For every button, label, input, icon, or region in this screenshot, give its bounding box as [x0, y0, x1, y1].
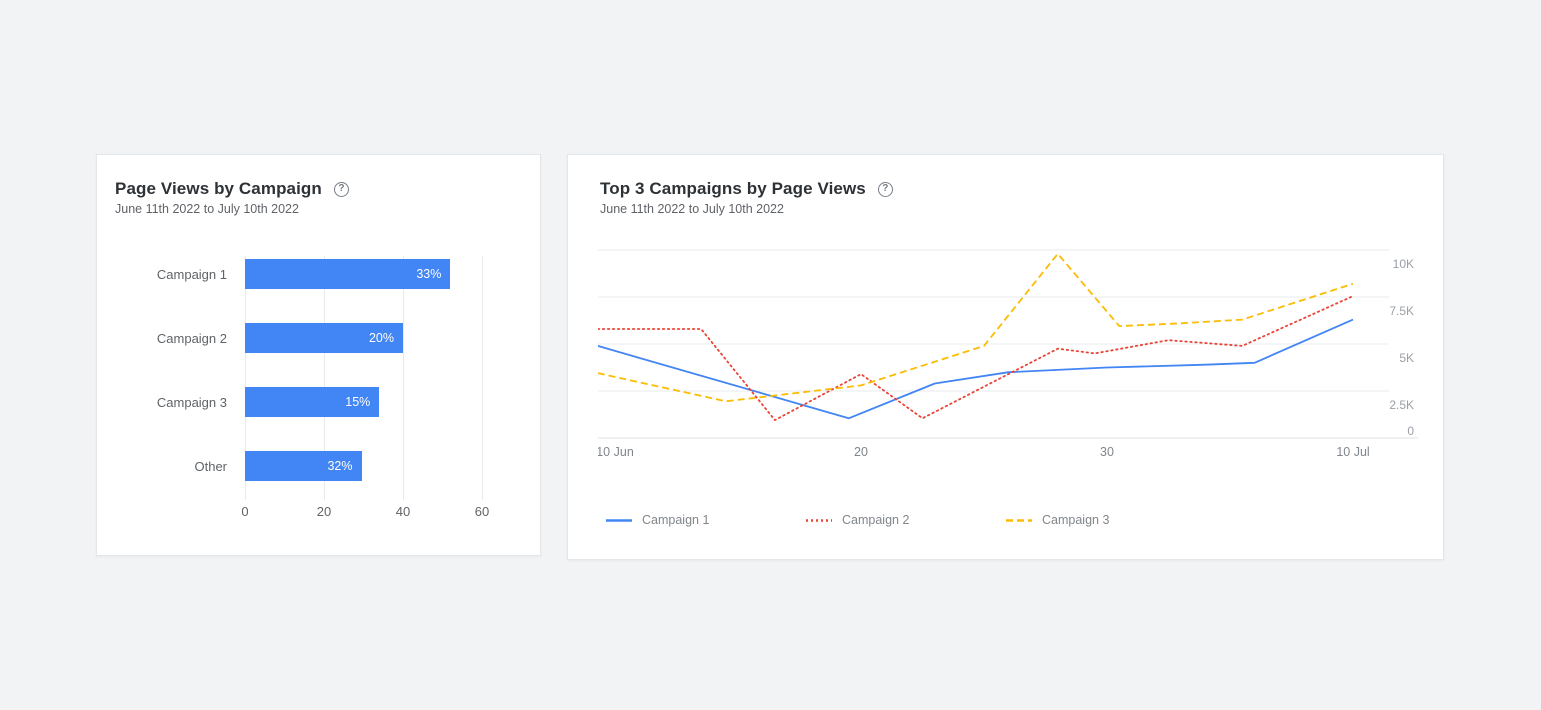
bar-track: 15%	[245, 387, 482, 417]
top-campaigns-card: Top 3 Campaigns by Page Views ? June 11t…	[567, 154, 1444, 560]
help-icon[interactable]: ?	[877, 181, 893, 197]
legend-label: Campaign 1	[642, 513, 710, 527]
y-tick-label: 0	[1407, 424, 1414, 438]
bar-chart-rows: Campaign 1 33% Campaign 2 20% Campaign 3 15% O…	[115, 242, 482, 498]
legend-line-swatch	[1006, 518, 1032, 522]
x-tick-label: 30	[1100, 445, 1114, 459]
bar-chart: Campaign 1 33% Campaign 2 20% Campaign 3 15% O…	[115, 242, 489, 542]
x-tick-label: 10 Jun	[598, 445, 634, 459]
help-icon[interactable]: ?	[333, 181, 349, 197]
bar-chart-gridlines	[115, 242, 483, 500]
card-header: Page Views by Campaign ?	[115, 179, 349, 199]
series-line-campaign-1[interactable]	[598, 318, 1354, 420]
legend-label: Campaign 3	[1042, 513, 1110, 527]
x-tick-label: 40	[395, 504, 411, 519]
bar[interactable]: 32%	[245, 451, 362, 481]
line-chart: 0 2.5K 5K 7.5K 10K 10 Jun 20 30 10 Jul	[598, 249, 1418, 459]
page-views-by-campaign-card: Page Views by Campaign ? June 11th 2022 …	[96, 154, 541, 556]
bar-track: 20%	[245, 323, 482, 353]
card-subtitle: June 11th 2022 to July 10th 2022	[115, 202, 299, 216]
legend-item-campaign-1[interactable]: Campaign 1	[606, 513, 806, 527]
bar[interactable]: 15%	[245, 387, 380, 417]
y-tick-label: 2.5K	[1389, 398, 1414, 412]
bar-category-label: Campaign 2	[156, 330, 227, 346]
legend-line-swatch	[606, 518, 632, 522]
bar-category-label: Campaign 1	[156, 266, 227, 282]
legend-label: Campaign 2	[842, 513, 910, 527]
x-tick-label: 10 Jul	[1336, 445, 1369, 459]
legend-item-campaign-3[interactable]: Campaign 3	[1006, 513, 1206, 527]
bar-value-label: 33%	[416, 267, 442, 281]
bar-value-label: 32%	[327, 459, 353, 473]
gridline	[482, 256, 483, 500]
bar-track: 32%	[245, 451, 482, 481]
bar-value-label: 20%	[368, 331, 394, 345]
x-tick-label: 20	[854, 445, 868, 459]
legend-line-swatch	[806, 518, 832, 522]
gridline	[245, 256, 246, 500]
bar-row: Campaign 2 20%	[115, 306, 482, 370]
gridline	[403, 256, 404, 500]
card-subtitle: June 11th 2022 to July 10th 2022	[600, 202, 784, 216]
card-header: Top 3 Campaigns by Page Views ?	[600, 179, 893, 199]
bar-row: Campaign 1 33%	[115, 242, 482, 306]
legend-item-campaign-2[interactable]: Campaign 2	[806, 513, 1006, 527]
bar-row: Other 32%	[115, 434, 482, 498]
bar-category-label: Campaign 3	[156, 394, 227, 410]
card-title: Page Views by Campaign	[115, 179, 322, 198]
x-tick-label: 60	[474, 504, 490, 519]
x-tick-label: 20	[316, 504, 332, 519]
series-line-campaign-2[interactable]	[598, 295, 1354, 422]
y-tick-label: 7.5K	[1389, 304, 1414, 318]
bar[interactable]: 33%	[245, 259, 451, 289]
bar-category-label: Other	[194, 458, 227, 474]
y-tick-label: 5K	[1399, 351, 1414, 365]
series-line-campaign-3[interactable]	[598, 252, 1354, 403]
bar-row: Campaign 3 15%	[115, 370, 482, 434]
bar-track: 33%	[245, 259, 482, 289]
y-tick-label: 10K	[1393, 257, 1414, 271]
bar-value-label: 15%	[345, 395, 371, 409]
gridline	[324, 256, 325, 500]
chart-legend: Campaign 1 Campaign 2 Campaign 3	[606, 513, 1206, 527]
bar-chart-x-axis: 0 20 40 60	[115, 504, 489, 520]
x-tick-label: 0	[241, 504, 249, 519]
card-title: Top 3 Campaigns by Page Views	[600, 179, 866, 198]
bar[interactable]: 20%	[245, 323, 403, 353]
